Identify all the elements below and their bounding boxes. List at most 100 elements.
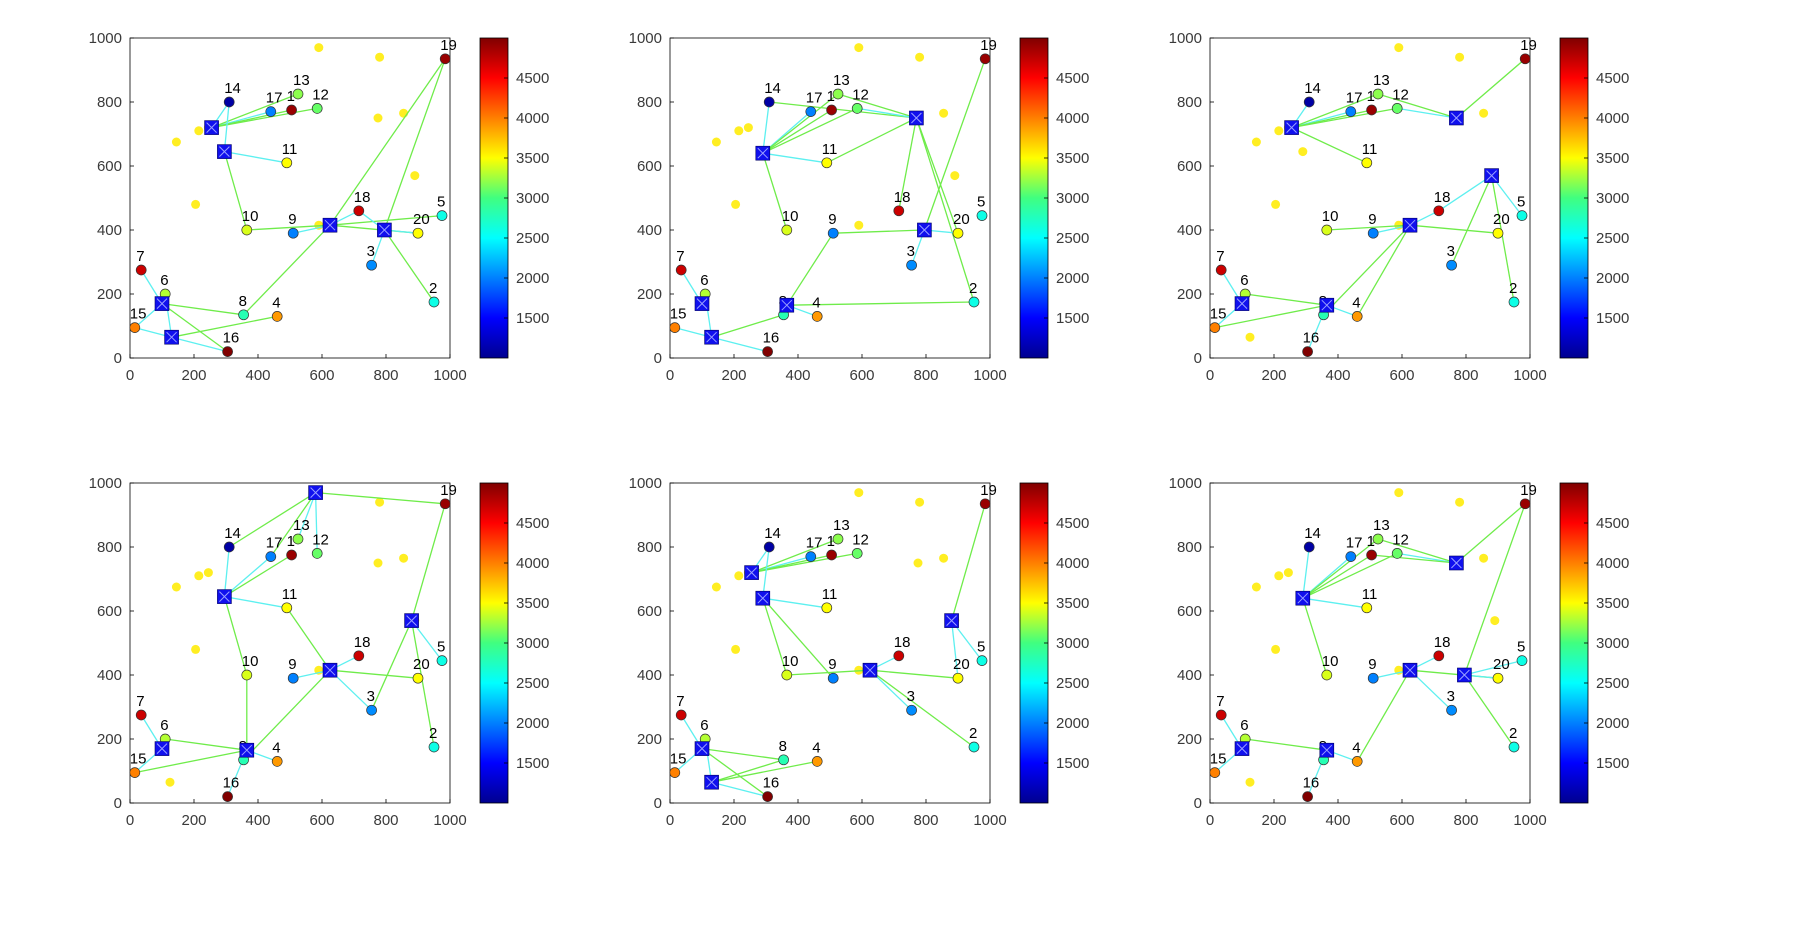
link-line xyxy=(762,152,827,164)
link-line xyxy=(270,492,317,557)
demand-point-label: 17 xyxy=(266,90,283,107)
demand-point-label: 13 xyxy=(1373,72,1390,89)
y-tick-label: 1000 xyxy=(89,475,122,492)
link-line xyxy=(711,314,784,338)
link-line xyxy=(826,117,917,164)
demand-point-label: 19 xyxy=(440,37,457,54)
demand-point xyxy=(439,53,451,65)
y-tick-label: 600 xyxy=(637,158,662,175)
demand-point xyxy=(968,296,980,308)
colorbar xyxy=(479,37,509,359)
demand-point xyxy=(805,106,817,117)
demand-point xyxy=(811,756,823,767)
candidate-site xyxy=(854,220,864,230)
demand-point-label: 7 xyxy=(1216,693,1224,710)
x-tick-label: 400 xyxy=(785,367,810,384)
link-line xyxy=(410,620,435,748)
x-tick-label: 600 xyxy=(849,812,874,829)
demand-point xyxy=(311,548,323,559)
demand-point xyxy=(241,669,253,681)
colorbar-tick-label: 2000 xyxy=(1056,270,1089,287)
x-tick-label: 400 xyxy=(245,367,270,384)
station-cross xyxy=(706,331,717,343)
link-line xyxy=(762,546,770,599)
station-cross xyxy=(1451,112,1462,124)
y-tick-label: 200 xyxy=(1177,286,1202,303)
y-tick-label: 400 xyxy=(1177,222,1202,239)
demand-point-label: 13 xyxy=(1373,517,1390,534)
demand-point-label: 4 xyxy=(812,739,820,756)
demand-point-label: 6 xyxy=(700,272,708,289)
candidate-site xyxy=(1490,616,1500,626)
y-tick-label: 0 xyxy=(654,350,662,367)
demand-point xyxy=(906,704,917,716)
demand-point xyxy=(979,53,991,65)
panel-3: 0 200 400 600 800 1000 0 200 400 600 800 1000 2 3 4 5 67… xyxy=(1169,30,1630,384)
panel-6: 0 200 400 600 800 1000 0 200 400 600 800 1000 2 3 4 5 67… xyxy=(1169,475,1630,829)
demand-point-label: 7 xyxy=(136,248,144,265)
link-line xyxy=(762,93,839,154)
colorbar xyxy=(1019,482,1049,804)
demand-point xyxy=(1345,106,1357,117)
link-line xyxy=(1371,554,1457,564)
demand-point xyxy=(1303,96,1315,108)
y-tick-label: 200 xyxy=(97,731,122,748)
colorbar-tick-label: 3000 xyxy=(516,190,549,207)
station-cross xyxy=(864,664,876,676)
link-line xyxy=(1455,503,1526,564)
demand-point-label: 3 xyxy=(907,243,915,260)
demand-point-label: 3 xyxy=(907,688,915,705)
demand-point-label: 12 xyxy=(312,531,329,548)
demand-point xyxy=(976,655,988,666)
y-tick-label: 200 xyxy=(637,286,662,303)
y-tick-label: 1000 xyxy=(1169,30,1202,47)
station-cross xyxy=(1451,557,1462,569)
demand-point-label: 18 xyxy=(354,189,371,206)
demand-point xyxy=(1366,104,1377,116)
link-line xyxy=(762,109,832,154)
demand-point-label: 1 xyxy=(1367,88,1375,105)
y-tick-label: 800 xyxy=(1177,94,1202,111)
demand-point-label: 7 xyxy=(136,693,144,710)
colorbar-tick-label: 4500 xyxy=(1596,515,1629,532)
y-tick-label: 800 xyxy=(637,539,662,556)
demand-point-label: 3 xyxy=(1447,688,1455,705)
demand-point xyxy=(223,96,235,108)
colorbar-tick-label: 2000 xyxy=(516,270,549,287)
link-line xyxy=(223,151,248,231)
demand-point xyxy=(281,157,293,169)
x-tick-label: 1000 xyxy=(973,812,1006,829)
colorbar-tick-label: 2000 xyxy=(1596,715,1629,732)
candidate-site xyxy=(373,558,383,568)
station-cross xyxy=(919,224,930,236)
colorbar-tick-label: 3500 xyxy=(516,150,549,167)
demand-point-label: 10 xyxy=(242,653,259,670)
station-cross xyxy=(241,744,253,756)
demand-point xyxy=(906,259,917,271)
x-tick-label: 800 xyxy=(373,367,398,384)
colorbar-tick-label: 2500 xyxy=(1056,675,1089,692)
demand-point xyxy=(821,157,833,169)
candidate-site xyxy=(1394,488,1404,498)
station-cross xyxy=(379,224,390,236)
y-tick-label: 600 xyxy=(97,158,122,175)
station-cross xyxy=(324,219,336,231)
x-tick-label: 0 xyxy=(126,812,134,829)
demand-point-label: 7 xyxy=(676,693,684,710)
candidate-site xyxy=(1251,582,1261,592)
axes-box xyxy=(669,482,991,804)
link-line xyxy=(711,336,768,353)
y-tick-label: 600 xyxy=(1177,158,1202,175)
demand-point-label: 16 xyxy=(1303,775,1320,792)
panel-5: 0 200 400 600 800 1000 0 200 400 600 800 1000 2 3 4 5 67… xyxy=(629,475,1090,829)
demand-point-label: 18 xyxy=(1434,189,1451,206)
demand-point-label: 3 xyxy=(367,688,375,705)
demand-point xyxy=(778,754,789,766)
x-tick-label: 0 xyxy=(126,367,134,384)
candidate-site xyxy=(203,568,213,578)
demand-point xyxy=(287,672,299,684)
demand-point-label: 17 xyxy=(1346,535,1363,552)
demand-point xyxy=(669,767,681,778)
candidate-site xyxy=(1245,777,1255,787)
demand-point xyxy=(811,311,823,322)
